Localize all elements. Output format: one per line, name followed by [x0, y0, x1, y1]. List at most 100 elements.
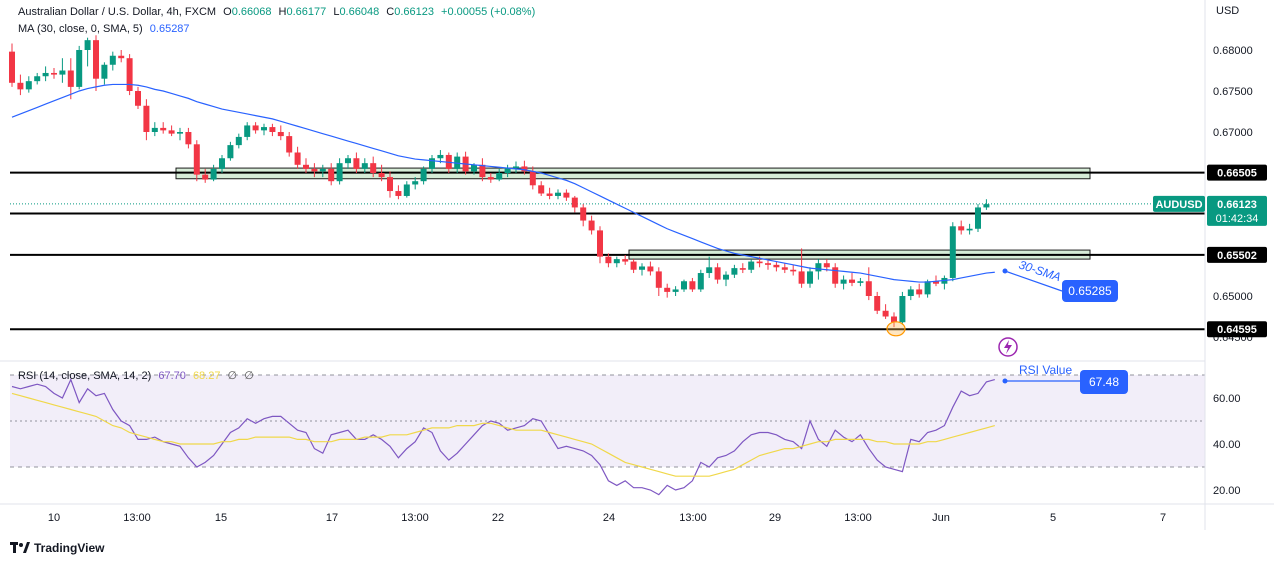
candle-down: [521, 160, 528, 175]
candle-body: [403, 184, 410, 196]
low-value: 0.66048: [339, 6, 380, 18]
candle-up: [151, 122, 158, 137]
candle-body: [773, 264, 780, 268]
candle-down: [269, 123, 276, 137]
candle-body: [261, 127, 267, 131]
symbol-legend: Australian Dollar / U.S. Dollar, 4h, FXC…: [18, 6, 539, 18]
ma-value-badge: [1062, 280, 1118, 302]
candle-body: [135, 91, 141, 106]
candle-body: [429, 158, 435, 169]
candle-up: [731, 264, 738, 278]
rsi-value-badge: [1080, 370, 1128, 394]
candle-up: [210, 164, 217, 182]
candle-up: [361, 158, 368, 173]
current-price-badge: [1207, 195, 1267, 226]
candle-down: [378, 164, 385, 182]
candle-body: [235, 136, 242, 146]
ma-line-layer: [11, 83, 995, 283]
high-label: H: [278, 6, 287, 18]
candle-down: [622, 255, 629, 265]
rsi-line-layer: [11, 378, 995, 496]
candle-down: [395, 185, 402, 200]
candle-down: [781, 263, 788, 274]
candle-down: [580, 204, 587, 227]
ma-value: 0.65287: [149, 23, 190, 35]
candle-up: [639, 263, 645, 276]
candle-down: [849, 273, 855, 287]
candle-down: [832, 263, 839, 288]
candle-body: [521, 166, 528, 172]
candle-up: [235, 133, 242, 149]
candle-down: [714, 263, 721, 284]
candle-down: [605, 253, 612, 268]
candle-up: [59, 58, 66, 83]
candle-body: [185, 132, 192, 145]
tradingview-logo[interactable]: TradingView: [10, 541, 104, 555]
candle-body: [613, 259, 620, 264]
time-tick-label: 13:00: [123, 512, 151, 524]
horizontal-levels: [10, 171, 1205, 331]
candle-down: [51, 68, 57, 79]
candle-up: [748, 259, 755, 274]
time-tick-label: 13:00: [679, 512, 707, 524]
ma-value-badge-label: 0.65285: [1068, 284, 1112, 298]
candle-down: [882, 304, 889, 319]
candle-body: [949, 226, 956, 278]
candle-body: [622, 259, 629, 262]
currency-label: USD: [1216, 5, 1240, 17]
high-value: 0.66177: [286, 6, 327, 18]
candle-up: [345, 154, 351, 169]
candle-body: [563, 192, 570, 198]
candle-down: [387, 171, 393, 198]
tradingview-icon: [10, 542, 30, 553]
candle-body: [353, 158, 360, 169]
time-tick-label: 13:00: [401, 512, 429, 524]
ma-annotation-label: 30-SMA: [1017, 258, 1063, 285]
candle-body: [202, 174, 209, 180]
candle-body: [731, 268, 738, 275]
candle-down: [664, 283, 671, 298]
candle-down: [160, 122, 167, 134]
candle-body: [924, 281, 931, 295]
candle-up: [420, 166, 427, 185]
candle-body: [588, 220, 595, 231]
candle-body: [378, 173, 385, 178]
open-value: 0.66068: [231, 6, 272, 18]
candle-body: [798, 271, 805, 284]
candle-up: [261, 123, 267, 136]
candle-up: [34, 72, 41, 85]
candle-up: [101, 62, 108, 85]
candle-down: [790, 264, 797, 276]
candle-body: [571, 197, 578, 208]
candle-down: [655, 267, 662, 296]
rsi-value: 67.70: [158, 370, 186, 382]
candle-down: [353, 152, 360, 173]
candle-up: [76, 45, 83, 90]
candle-up: [706, 256, 713, 278]
candle-body: [76, 50, 83, 87]
candle-body: [513, 166, 519, 169]
candle-body: [723, 274, 729, 280]
candle-body: [160, 127, 167, 131]
candle-body: [277, 132, 284, 137]
time-tick-label: 29: [769, 512, 781, 524]
candle-down: [67, 58, 74, 100]
candle-body: [286, 136, 293, 153]
candle-up: [672, 286, 679, 296]
candle-body: [790, 269, 797, 272]
ma-legend: MA (30, close, 0, SMA, 5) 0.65287: [18, 23, 194, 35]
annotations: 30-SMA 0.65285 RSI Value 67.48: [886, 258, 1128, 394]
rsi-tick-label: 60.00: [1213, 393, 1241, 405]
symbol-badge-label: AUDUSD: [1155, 199, 1202, 211]
candle-body: [395, 191, 402, 196]
candle-up: [219, 154, 225, 173]
candle-down: [185, 127, 192, 149]
candle-body: [93, 40, 99, 79]
time-tick-label: 24: [603, 512, 615, 524]
candle-down: [328, 163, 335, 186]
rsi-extra-1: ∅: [227, 370, 238, 382]
candle-body: [143, 105, 150, 132]
candle-down: [135, 86, 141, 110]
time-tick-label: 7: [1160, 512, 1166, 524]
